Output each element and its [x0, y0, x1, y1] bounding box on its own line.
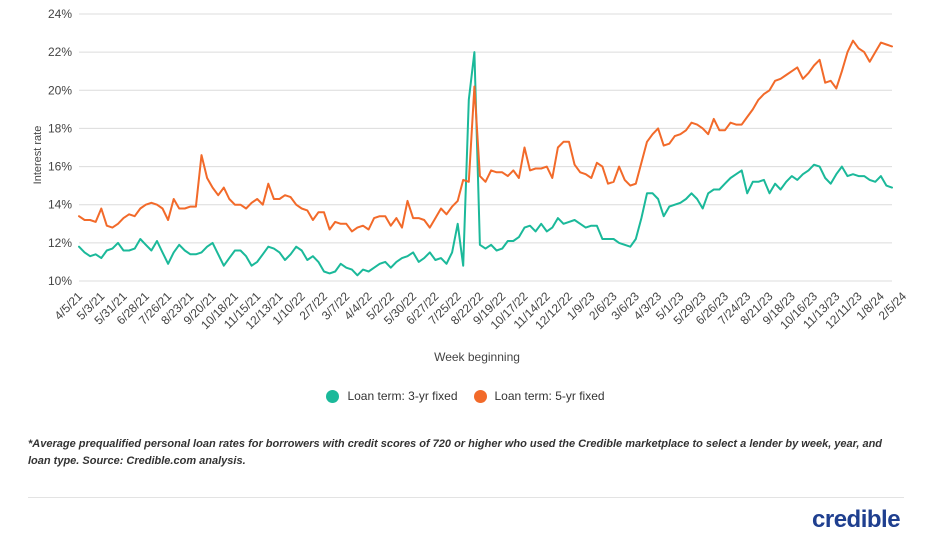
gridlines: [79, 13, 892, 282]
legend-item-5yr[interactable]: Loan term: 5-yr fixed: [473, 389, 605, 403]
x-axis-label: Week beginning: [434, 350, 520, 364]
y-tick-label: 16%: [48, 160, 72, 174]
y-tick-label: 20%: [48, 83, 72, 97]
y-tick-label: 18%: [48, 121, 72, 135]
legend-item-3yr[interactable]: Loan term: 3-yr fixed: [326, 389, 458, 403]
series-lines: [78, 39, 893, 277]
legend: Loan term: 3-yr fixed Loan term: 5-yr fi…: [0, 389, 931, 403]
legend-label-5yr: Loan term: 5-yr fixed: [494, 389, 605, 403]
y-tick-label: 10%: [48, 274, 72, 288]
y-tick-label: 14%: [48, 198, 72, 212]
x-axis-ticks: 4/5/215/3/215/31/216/28/217/26/218/23/21…: [52, 289, 910, 332]
legend-label-3yr: Loan term: 3-yr fixed: [347, 389, 458, 403]
credible-logo[interactable]: credible: [812, 506, 901, 533]
y-axis-label: Interest rate: [32, 126, 44, 185]
series-line-3yr: [78, 51, 893, 277]
legend-swatch-5yr: [473, 389, 487, 403]
series-line-5yr: [78, 39, 893, 233]
y-tick-label: 22%: [48, 45, 72, 59]
line-chart: 10% 12% 14% 16% 18% 20% 22% 24% 4/5/215/3/215/3…: [32, 7, 910, 364]
y-tick-label: 24%: [48, 7, 72, 21]
y-axis-ticks: 10% 12% 14% 16% 18% 20% 22% 24%: [48, 7, 72, 288]
divider: [28, 497, 904, 498]
legend-swatch-3yr: [326, 389, 340, 403]
footnote: *Average prequalified personal loan rate…: [28, 438, 883, 467]
y-tick-label: 12%: [48, 236, 72, 250]
